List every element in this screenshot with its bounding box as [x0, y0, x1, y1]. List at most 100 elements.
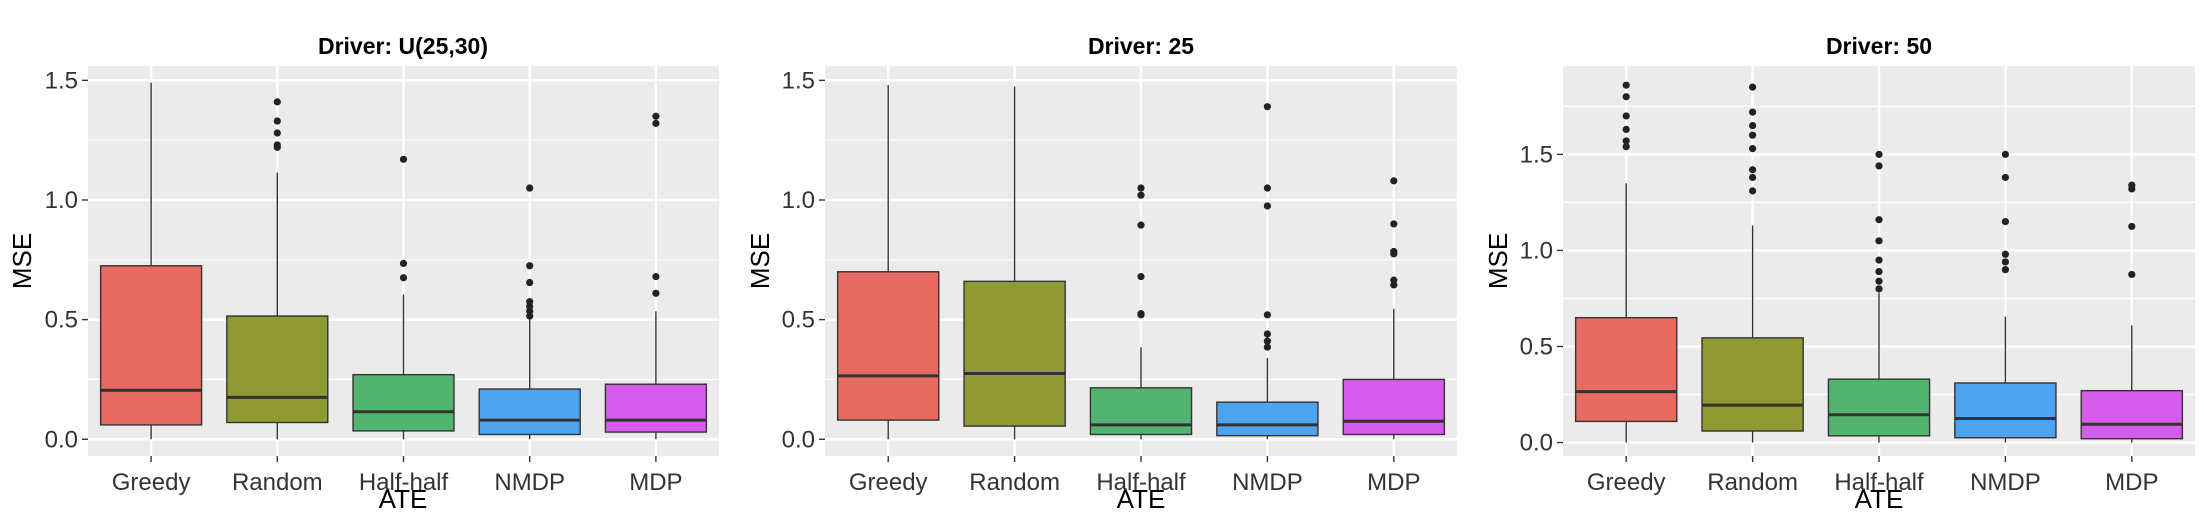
panel-title: Driver: 50 — [1826, 33, 1932, 59]
box-nmdp — [478, 184, 581, 440]
outlier-point — [1875, 256, 1883, 264]
outlier-point — [1263, 103, 1271, 111]
outlier-point — [1263, 311, 1271, 319]
outlier-point — [1622, 112, 1630, 120]
x-tick-label: Greedy — [112, 469, 191, 496]
iqr-box — [1216, 401, 1319, 437]
outlier-point — [273, 141, 281, 149]
outlier-point — [1137, 184, 1145, 192]
panel-2: 0.0 0.5 1.0 1.5 Greedy Random Half-half NMDP MDP… — [745, 33, 1457, 514]
outlier-point — [399, 274, 408, 282]
outlier-point — [399, 155, 408, 163]
outlier-point — [2128, 222, 2136, 231]
outlier-point — [526, 184, 534, 192]
iqr-box — [1342, 378, 1446, 436]
outlier-point — [1263, 343, 1271, 351]
x-tick-label: MDP — [1367, 469, 1420, 496]
x-tick-label: Greedy — [849, 469, 928, 496]
outlier-point — [1749, 173, 1757, 182]
y-tick-label: 1.5 — [45, 67, 78, 94]
x-tick-label: MDP — [2105, 469, 2158, 496]
box-nmdp — [1216, 103, 1319, 440]
y-tick-label: 0.5 — [45, 307, 78, 334]
outlier-point — [1137, 310, 1145, 318]
y-tick-label: 1.0 — [782, 187, 815, 214]
box-greedy — [1574, 81, 1678, 443]
outlier-point — [652, 119, 660, 128]
y-tick-label: 0.0 — [45, 426, 78, 453]
outlier-point — [2128, 181, 2136, 189]
x-axis-label: ATE — [379, 484, 428, 514]
outlier-point — [1875, 285, 1883, 293]
outlier-point — [1875, 216, 1883, 224]
box-random — [226, 98, 329, 440]
panel-1: 0.0 0.5 1.0 1.5 Greedy Random Half-half NMDP MDP… — [7, 33, 719, 514]
outlier-point — [1749, 187, 1757, 195]
x-axis-label: ATE — [1855, 484, 1904, 514]
outlier-point — [1263, 337, 1271, 345]
outlier-point — [1622, 81, 1630, 89]
iqr-box — [352, 373, 455, 432]
outlier-point — [1390, 220, 1398, 228]
iqr-box — [963, 280, 1066, 427]
box-half-half — [1827, 150, 1931, 443]
box-random — [963, 86, 1066, 440]
x-tick-label: Random — [1707, 469, 1798, 496]
box-mdp — [2080, 181, 2184, 443]
outlier-point — [1137, 272, 1145, 281]
outlier-point — [1875, 150, 1883, 158]
outlier-point — [1875, 277, 1883, 285]
outlier-point — [2001, 250, 2009, 258]
outlier-point — [1622, 93, 1630, 101]
outlier-point — [1749, 121, 1757, 130]
box-half-half — [352, 155, 455, 440]
outlier-point — [2001, 218, 2009, 226]
outlier-point — [1137, 191, 1145, 199]
y-axis-label: MSE — [1483, 233, 1513, 289]
iqr-box — [1089, 387, 1193, 436]
outlier-point — [273, 98, 281, 106]
outlier-point — [1749, 145, 1757, 153]
outlier-point — [2001, 258, 2009, 266]
y-tick-label: 1.0 — [1520, 237, 1553, 264]
outlier-point — [1263, 202, 1271, 210]
outlier-point — [1622, 137, 1630, 145]
outlier-point — [526, 298, 534, 306]
outlier-point — [1875, 237, 1883, 245]
outlier-point — [399, 259, 408, 267]
outlier-point — [1263, 184, 1271, 192]
box-mdp — [604, 112, 708, 440]
x-tick-label: NMDP — [1970, 469, 2041, 496]
y-tick-label: 1.0 — [45, 187, 78, 214]
x-tick-label: MDP — [629, 469, 682, 496]
y-tick-label: 0.5 — [782, 307, 815, 334]
iqr-box — [1954, 382, 2057, 439]
outlier-point — [1622, 125, 1630, 133]
y-tick-label: 1.5 — [1520, 141, 1553, 168]
box-random — [1701, 83, 1804, 443]
iqr-box — [2080, 389, 2184, 440]
outlier-point — [1749, 166, 1757, 174]
outlier-point — [1749, 83, 1757, 91]
x-tick-label: Greedy — [1587, 469, 1666, 496]
iqr-box — [1574, 316, 1678, 423]
iqr-box — [99, 265, 203, 426]
y-tick-label: 1.5 — [782, 67, 815, 94]
outlier-point — [526, 262, 534, 270]
outlier-point — [1390, 247, 1398, 256]
iqr-box — [1701, 337, 1804, 432]
x-tick-label: NMDP — [494, 469, 565, 496]
box-half-half — [1089, 184, 1193, 440]
outlier-point — [526, 278, 534, 287]
outlier-point — [2001, 173, 2009, 182]
box-greedy — [99, 82, 203, 440]
iqr-box — [604, 383, 708, 433]
box-mdp — [1342, 177, 1446, 440]
outlier-point — [2128, 270, 2136, 279]
panel-title: Driver: 25 — [1088, 33, 1194, 59]
panel-3: 0.0 0.5 1.0 1.5 Greedy Random Half-half NMDP MDP… — [1483, 33, 2195, 514]
outlier-point — [273, 129, 281, 137]
y-axis-label: MSE — [7, 233, 37, 289]
outlier-point — [1875, 162, 1883, 170]
